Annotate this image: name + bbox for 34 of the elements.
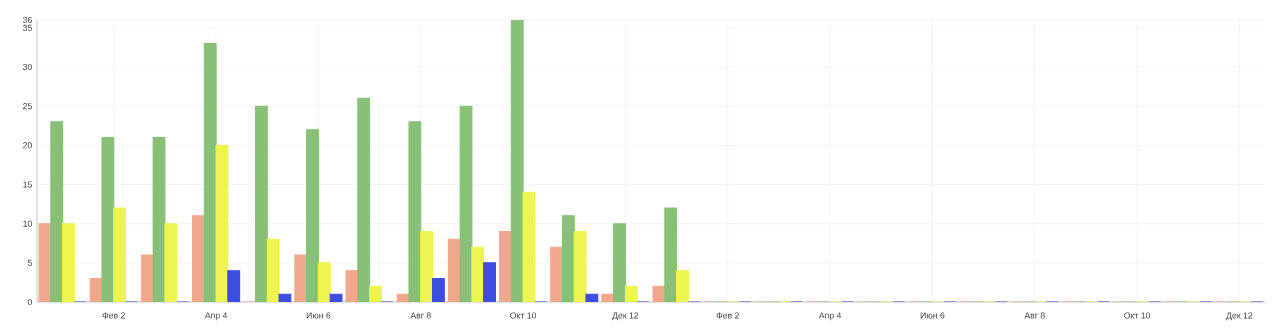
bar [357, 97, 371, 302]
bar [101, 136, 115, 302]
bar [152, 136, 166, 302]
bar [510, 20, 524, 302]
x-tick-label: Июн 6 [920, 312, 945, 319]
y-tick-label: 36 [22, 16, 32, 24]
x-tick-label: Фев 2 [102, 312, 125, 319]
bar [306, 129, 319, 302]
x-tick-label: Авг 8 [410, 312, 431, 319]
x-tick-label: Апр 4 [818, 312, 842, 321]
bar [561, 215, 575, 302]
y-tick-label: 30 [22, 63, 32, 71]
y-tick-label: 25 [23, 103, 32, 110]
bar [254, 105, 268, 302]
x-tick-label: Апр 4 [204, 312, 228, 321]
y-tick-label: 15 [23, 181, 32, 188]
x-tick-label: Дек 12 [612, 312, 639, 321]
y-tick-label: 35 [22, 24, 32, 31]
y-tick-label: 10 [23, 220, 32, 227]
y-tick-label: 0 [27, 298, 32, 306]
bar [203, 42, 217, 302]
x-tick-label: Окт 10 [1124, 312, 1151, 319]
y-tick-label: 5 [27, 259, 32, 266]
bar [408, 121, 422, 302]
x-tick-label: Авг 8 [1024, 312, 1045, 319]
x-tick-label: Окт 10 [510, 312, 537, 319]
x-tick-label: Дек 12 [1226, 312, 1253, 321]
bar [664, 207, 678, 302]
x-tick-label: Фев 2 [716, 312, 739, 319]
x-tick-label: Июн 6 [306, 312, 331, 319]
bar [459, 105, 473, 302]
bar [50, 121, 64, 302]
y-tick-label: 20 [23, 142, 32, 149]
bar [613, 223, 626, 302]
